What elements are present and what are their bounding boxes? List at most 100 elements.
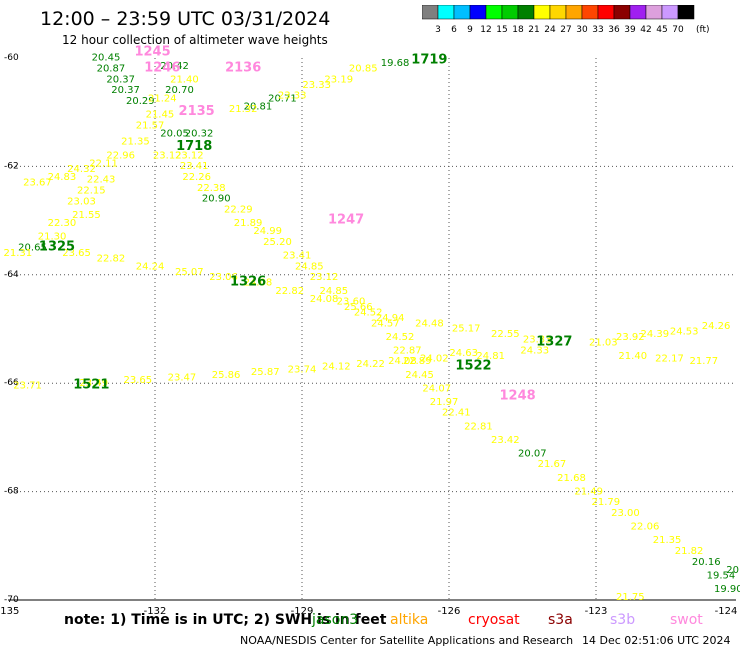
colorbar-swatch <box>437 5 455 20</box>
wave-height-point: 21.31 <box>3 248 32 259</box>
wave-height-point: 22.29 <box>224 204 253 215</box>
wave-height-point: 23.00 <box>611 508 640 519</box>
colorbar-label: 30 <box>576 25 588 35</box>
wave-height-point: 20.70 <box>165 85 194 96</box>
wave-height-point: 25.07 <box>175 267 204 278</box>
grid-lines <box>8 58 736 601</box>
wave-height-point: 23.42 <box>491 435 520 446</box>
wave-height-point: 24.53 <box>670 326 699 337</box>
wave-height-point: 21.55 <box>72 210 101 221</box>
colorbar-label: 18 <box>512 25 524 35</box>
colorbar-label: 12 <box>480 25 491 35</box>
colorbar-swatch <box>501 5 519 20</box>
wave-height-point: 20.81 <box>244 101 273 112</box>
wave-height-point: 23.41 <box>283 251 312 262</box>
footer-timestamp: 14 Dec 02:51:06 UTC 2024 <box>582 634 731 647</box>
colorbar-swatch <box>517 5 535 20</box>
satellite-legend-s3b: s3b <box>610 612 636 628</box>
wave-height-point: 24.32 <box>67 164 96 175</box>
wave-height-point: 24.52 <box>386 332 415 343</box>
wave-height-point: 23.65 <box>124 375 153 386</box>
wave-height-point: 22.41 <box>442 408 471 419</box>
colorbar-swatch <box>453 5 471 20</box>
wave-height-point: 22.89 <box>403 356 432 367</box>
wave-height-point: 23.60 <box>337 297 366 308</box>
wave-height-point: 20.45 <box>92 53 121 64</box>
colorbar-label: 33 <box>592 25 603 35</box>
wave-height-point: 23.74 <box>288 364 317 375</box>
wave-height-point: 23.41 <box>180 161 209 172</box>
wave-height-point: 24.57 <box>371 318 400 329</box>
wave-height-point: 20.37 <box>106 74 135 85</box>
wave-height-point: 20.07 <box>518 448 547 459</box>
wave-height-point: 24.85 <box>295 261 324 272</box>
wave-height-point: 21.79 <box>591 497 620 508</box>
colorbar-label: 39 <box>624 25 636 35</box>
wave-height-point: 20.85 <box>349 64 378 75</box>
wave-height-point: 24.24 <box>136 261 165 272</box>
wave-height-point: 21.89 <box>234 218 263 229</box>
colorbar-label: 42 <box>640 25 651 35</box>
colorbar-label: 45 <box>656 25 667 35</box>
wave-height-point: 21.40 <box>170 74 199 85</box>
wave-height-point: 23.49 <box>79 378 108 389</box>
wave-height-points: 20.4520.8720.3720.3720.2920.4220.7020.32… <box>3 53 740 603</box>
colorbar-unit: (ft) <box>696 25 710 35</box>
x-tick-label: -132 <box>144 606 167 617</box>
wave-height-point: 21.97 <box>430 397 459 408</box>
pass-time-label: 1326 <box>230 275 266 290</box>
wave-height-point: 24.33 <box>520 345 549 356</box>
wave-height-point: 21.35 <box>653 535 682 546</box>
wave-height-point: 24.12 <box>322 362 351 373</box>
y-tick-label: -70 <box>4 595 19 605</box>
y-tick-label: -66 <box>4 378 19 388</box>
wave-height-point: 23.12 <box>310 272 339 283</box>
colorbar-label: 24 <box>544 25 556 35</box>
pass-time-labels: 1245 1246 2136 2135 1718 1719 1247 1325 1326 1327… <box>39 44 573 403</box>
pass-time-label: 1248 <box>500 388 536 403</box>
axis-ticks: -135 -132 -129 -126 -123 -124 -60 -62 -64 -66 -68 -… <box>0 53 737 617</box>
colorbar-swatch <box>677 5 695 20</box>
colorbar-swatch <box>581 5 599 20</box>
colorbar-label: 15 <box>496 25 507 35</box>
wave-height-point: 24.02 <box>420 354 449 365</box>
wave-height-point: 24.94 <box>376 313 405 324</box>
wave-height-point: 20.65 <box>18 242 47 253</box>
wave-height-point: 24.07 <box>422 383 451 394</box>
wave-height-point: 19.68 <box>381 58 410 69</box>
wave-height-point: 25.66 <box>344 302 373 313</box>
wave-height-point: 21.67 <box>538 459 567 470</box>
colorbar-swatch <box>661 5 679 20</box>
x-tick-label: -135 <box>0 606 19 617</box>
pass-time-label: 2135 <box>179 104 215 119</box>
satellite-legend-jason3: jason3 <box>312 612 359 628</box>
wave-height-point: 22.15 <box>77 186 106 197</box>
wave-height-point: 25.17 <box>452 324 481 335</box>
y-tick-label: -60 <box>4 53 19 63</box>
colorbar-swatch <box>533 5 551 20</box>
wave-height-point: 23.67 <box>23 177 52 188</box>
x-tick-label: -123 <box>585 606 608 617</box>
pass-time-label: 1522 <box>455 359 491 374</box>
wave-height-point: 22.26 <box>182 172 211 183</box>
wave-height-point: 22.43 <box>87 175 116 186</box>
wave-height-point: 24.52 <box>354 307 383 318</box>
wave-height-point: 20.37 <box>111 85 140 96</box>
y-tick-label: -64 <box>4 270 19 280</box>
wave-height-point: 25.86 <box>212 370 241 381</box>
wave-height-point: 23.33 <box>278 91 307 102</box>
wave-height-point: 23.03 <box>67 196 96 207</box>
colorbar-swatch <box>645 5 663 20</box>
wave-height-point: 20.90 <box>202 194 231 205</box>
wave-height-point: 22.82 <box>275 286 304 297</box>
wave-height-point: 22.82 <box>97 253 126 264</box>
pass-time-label: 1247 <box>328 212 364 227</box>
wave-height-point: 21.82 <box>675 546 704 557</box>
wave-height-point: 20.42 <box>160 61 189 72</box>
wave-height-point: 20.52 <box>726 565 740 576</box>
colorbar-label: 21 <box>528 25 539 35</box>
wave-height-point: 23.12 <box>175 150 204 161</box>
colorbar-swatch <box>613 5 631 20</box>
page-subtitle: 12 hour collection of altimeter wave hei… <box>62 33 328 47</box>
colorbar-swatch <box>469 5 487 20</box>
